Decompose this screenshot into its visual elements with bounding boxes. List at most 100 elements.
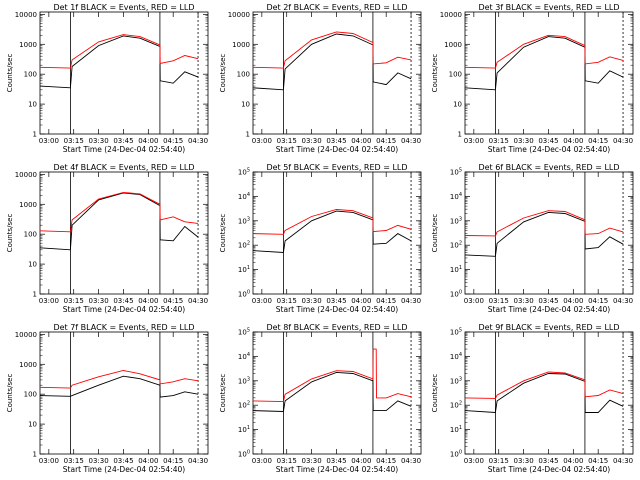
- y-tick-label: 103: [450, 216, 462, 225]
- x-tick-label: 03:00: [252, 457, 272, 465]
- events-line: [39, 35, 199, 89]
- x-tick-label: 04:00: [351, 297, 371, 305]
- y-tick-label: 104: [450, 192, 462, 201]
- x-tick-label: 03:45: [538, 137, 558, 145]
- plot-frame: [39, 11, 209, 135]
- y-tick-label: 104: [238, 192, 250, 201]
- y-tick-label: 103: [450, 376, 462, 385]
- panel-title: Det 3f BLACK = Events, RED = LLD: [478, 3, 619, 12]
- x-tick-label: 03:30: [88, 297, 108, 305]
- x-tick-label: 04:15: [163, 297, 183, 305]
- x-tick-label: 04:30: [401, 457, 421, 465]
- x-tick-label: 03:15: [489, 297, 509, 305]
- y-tick-label: 103: [238, 216, 250, 225]
- y-tick-label: 1000: [19, 361, 37, 369]
- events-line: [464, 211, 624, 257]
- lld-line: [252, 31, 412, 69]
- x-tick-label: 04:30: [188, 137, 208, 145]
- x-tick-label: 03:30: [88, 137, 108, 145]
- y-tick-label: 10000: [440, 11, 462, 19]
- panel-9: Det 9f BLACK = Events, RED = LLD 100 101 10…: [431, 323, 634, 474]
- x-axis-label: Start Time (24-Dec-04 02:54:40): [63, 145, 185, 154]
- panel-7: Det 7f BLACK = Events, RED = LLD 1 10 100 10…: [6, 323, 209, 474]
- events-line: [464, 36, 624, 91]
- panel-title: Det 4f BLACK = Events, RED = LLD: [53, 163, 194, 172]
- x-tick-label: 03:00: [39, 457, 59, 465]
- x-tick-label: 03:15: [277, 297, 297, 305]
- y-tick-label: 1: [246, 131, 250, 139]
- x-tick-label: 03:15: [277, 457, 297, 465]
- x-tick-label: 04:30: [188, 457, 208, 465]
- y-tick-label: 101: [450, 265, 462, 274]
- x-tick-label: 04:15: [163, 457, 183, 465]
- x-tick-label: 04:15: [588, 137, 608, 145]
- x-axis-label: Start Time (24-Dec-04 02:54:40): [488, 305, 610, 314]
- y-tick-label: 105: [238, 328, 250, 337]
- x-tick-label: 03:00: [252, 137, 272, 145]
- plot-frame: [39, 171, 209, 295]
- lld-line: [39, 191, 199, 233]
- x-tick-label: 03:15: [64, 457, 84, 465]
- x-tick-label: 04:30: [401, 297, 421, 305]
- y-tick-label: 100: [450, 290, 462, 299]
- x-tick-label: 03:45: [113, 457, 133, 465]
- x-tick-label: 04:15: [588, 297, 608, 305]
- y-axis-label: Counts/sec: [6, 54, 14, 93]
- x-tick-label: 03:45: [113, 297, 133, 305]
- x-tick-label: 04:00: [563, 137, 583, 145]
- y-tick-label: 1: [33, 131, 37, 139]
- x-tick-label: 03:45: [538, 457, 558, 465]
- x-tick-label: 04:00: [351, 457, 371, 465]
- y-tick-label: 100: [24, 391, 37, 399]
- x-tick-label: 04:30: [188, 297, 208, 305]
- y-tick-label: 104: [238, 352, 250, 361]
- x-tick-label: 03:45: [326, 137, 346, 145]
- y-axis-label: Counts/sec: [219, 374, 227, 413]
- x-tick-label: 03:30: [301, 137, 321, 145]
- x-tick-label: 03:00: [464, 297, 484, 305]
- events-line: [252, 210, 412, 253]
- x-tick-label: 03:30: [301, 457, 321, 465]
- y-tick-label: 103: [238, 376, 250, 385]
- y-tick-label: 10: [28, 261, 37, 269]
- panel-title: Det 6f BLACK = Events, RED = LLD: [478, 163, 619, 172]
- y-tick-label: 10: [28, 101, 37, 109]
- y-tick-label: 102: [450, 401, 462, 410]
- x-tick-label: 03:45: [326, 297, 346, 305]
- panel-4: Det 4f BLACK = Events, RED = LLD 1 10 100 10…: [6, 163, 209, 314]
- x-tick-label: 04:30: [401, 137, 421, 145]
- x-tick-label: 03:00: [39, 297, 59, 305]
- lld-line: [464, 371, 624, 399]
- y-tick-label: 1000: [444, 41, 462, 49]
- panel-8: Det 8f BLACK = Events, RED = LLD 100 101 10…: [219, 323, 422, 474]
- x-axis-label: Start Time (24-Dec-04 02:54:40): [63, 305, 185, 314]
- x-tick-label: 04:00: [351, 137, 371, 145]
- lld-line: [252, 348, 412, 403]
- x-tick-label: 03:30: [301, 297, 321, 305]
- y-tick-label: 105: [450, 328, 462, 337]
- y-tick-label: 1000: [19, 41, 37, 49]
- y-axis-label: Counts/sec: [431, 54, 439, 93]
- y-tick-label: 105: [450, 168, 462, 177]
- y-tick-label: 100: [238, 290, 250, 299]
- x-tick-label: 03:00: [464, 457, 484, 465]
- y-tick-label: 10: [241, 101, 250, 109]
- y-tick-label: 10000: [228, 11, 250, 19]
- events-line: [39, 192, 199, 251]
- y-tick-label: 102: [238, 241, 250, 250]
- y-tick-label: 100: [238, 450, 250, 459]
- x-axis-label: Start Time (24-Dec-04 02:54:40): [276, 305, 398, 314]
- x-tick-label: 04:00: [563, 457, 583, 465]
- x-tick-label: 03:30: [88, 457, 108, 465]
- y-tick-label: 102: [238, 401, 250, 410]
- lld-line: [464, 210, 624, 237]
- x-tick-label: 03:30: [513, 457, 533, 465]
- plot-frame: [464, 11, 634, 135]
- y-tick-label: 104: [450, 352, 462, 361]
- y-tick-label: 100: [24, 231, 37, 239]
- x-axis-label: Start Time (24-Dec-04 02:54:40): [276, 465, 398, 474]
- x-tick-label: 03:30: [513, 137, 533, 145]
- y-tick-label: 1000: [232, 41, 250, 49]
- y-tick-label: 100: [24, 71, 37, 79]
- lld-line: [464, 34, 624, 69]
